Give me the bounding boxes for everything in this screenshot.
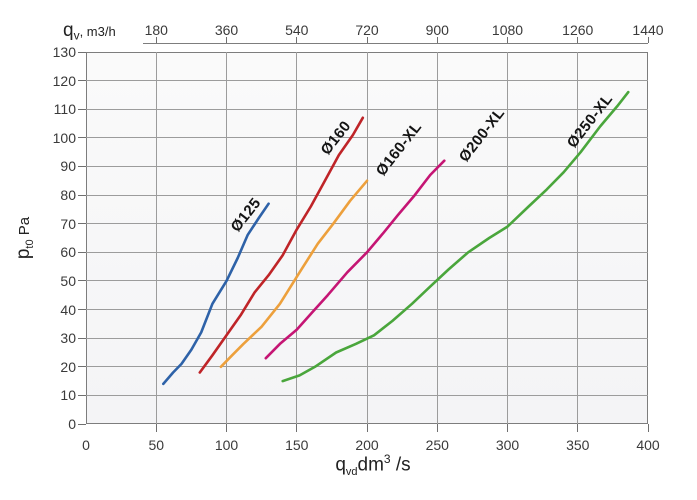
bottom-axis-unit: dm — [357, 454, 384, 476]
top-axis-subscript: v — [73, 28, 80, 43]
x2-axis-tick — [155, 37, 157, 43]
x2-axis-tick — [577, 37, 579, 43]
y-axis-tick — [78, 309, 86, 311]
gridline-horizontal — [86, 165, 648, 167]
y-tick-label: 0 — [68, 416, 76, 432]
gridline-horizontal — [86, 80, 648, 82]
x-tick-label: 150 — [285, 437, 309, 453]
y-axis-tick — [78, 194, 86, 196]
x-axis-tick — [296, 424, 298, 432]
x-axis-tick — [366, 424, 368, 432]
x2-tick-label: 900 — [425, 22, 449, 38]
gridline-horizontal — [86, 366, 648, 368]
gridline-horizontal — [86, 194, 648, 196]
gridline-vertical — [507, 52, 508, 424]
bottom-axis-exponent: 3 — [383, 452, 391, 466]
x2-tick-label: 1440 — [632, 22, 664, 38]
y-axis-tick — [78, 251, 86, 253]
gridline-vertical — [155, 52, 157, 424]
gridline-vertical — [436, 52, 438, 424]
bottom-axis-per-s: /s — [390, 454, 411, 476]
x-axis-tick — [647, 424, 649, 432]
x-axis-tick — [226, 424, 227, 432]
curve-o200-xl — [264, 159, 446, 360]
x2-axis-tick — [507, 37, 508, 43]
left-axis-unit: Pa — [16, 216, 33, 240]
gridline-horizontal — [86, 280, 648, 282]
gridline-horizontal — [86, 137, 648, 139]
x2-tick-label: 540 — [285, 22, 309, 38]
top-axis-unit: , m3/h — [79, 24, 116, 39]
x2-axis-tick — [226, 37, 227, 43]
y-axis-tick — [78, 423, 86, 425]
y-axis-tick — [78, 366, 86, 368]
x-axis-tick — [577, 424, 579, 432]
top-axis-line — [143, 43, 648, 44]
curve-o160-xl — [219, 179, 369, 369]
bottom-axis-label: qvddm3 /s — [288, 452, 458, 478]
y-axis-tick — [78, 280, 86, 282]
y-tick-label: 70 — [60, 215, 76, 232]
y-tick-label: 130 — [52, 44, 76, 60]
gridline-horizontal — [86, 108, 648, 110]
x2-axis-tick — [366, 37, 368, 43]
y-axis-tick — [78, 80, 86, 82]
bottom-axis-symbol: q — [335, 454, 346, 476]
x2-tick-label: 1080 — [491, 22, 524, 38]
gridline-horizontal — [86, 394, 648, 396]
x-tick-label: 200 — [355, 437, 379, 453]
curves-layer — [162, 90, 630, 386]
x-tick-label: 350 — [566, 437, 590, 453]
y-tick-label: 10 — [60, 387, 76, 404]
gridline-vertical — [577, 52, 579, 424]
top-axis-symbol: q — [63, 20, 74, 41]
gridline-horizontal — [86, 309, 648, 311]
y-axis-tick — [78, 165, 86, 167]
x-tick-label: 50 — [148, 437, 165, 453]
y-axis-tick — [78, 51, 86, 53]
x-tick-label: 250 — [425, 437, 449, 453]
x-tick-label: 0 — [82, 437, 90, 453]
x2-axis-tick — [647, 37, 649, 43]
y-tick-label: 30 — [60, 330, 76, 347]
gridline-horizontal — [86, 223, 648, 225]
x2-axis-tick — [296, 37, 298, 43]
x-tick-label: 400 — [636, 437, 660, 453]
y-tick-label: 100 — [52, 129, 76, 146]
y-axis-tick — [78, 108, 86, 110]
x-tick-label: 300 — [495, 437, 520, 453]
curve-o125 — [162, 202, 270, 386]
y-tick-label: 60 — [60, 244, 76, 261]
x2-tick-label: 720 — [355, 22, 379, 38]
gridline-vertical — [226, 52, 227, 424]
x-axis-tick — [507, 424, 508, 432]
y-tick-label: 20 — [60, 358, 76, 375]
curve-o250-xl — [281, 90, 630, 383]
x2-tick-label: 1260 — [562, 22, 594, 38]
x-axis-tick — [436, 424, 438, 432]
x2-axis-tick — [436, 37, 438, 43]
x2-tick-label: 180 — [144, 22, 168, 38]
y-axis-tick — [78, 394, 86, 396]
y-tick-label: 90 — [60, 158, 76, 175]
y-tick-label: 120 — [52, 72, 76, 89]
y-tick-label: 110 — [53, 101, 76, 118]
left-axis-symbol: p — [13, 248, 34, 260]
gridline-vertical — [366, 52, 368, 424]
y-tick-label: 80 — [60, 187, 76, 204]
top-axis-label: qv, m3/h — [63, 20, 116, 43]
x-tick-label: 100 — [214, 437, 239, 453]
x2-tick-label: 360 — [214, 22, 239, 38]
y-tick-label: 40 — [60, 301, 76, 318]
curve-o160 — [198, 116, 365, 374]
gridline-vertical — [296, 52, 298, 424]
y-axis-tick — [78, 337, 86, 339]
y-axis-tick — [78, 223, 86, 225]
y-tick-label: 50 — [60, 272, 76, 289]
bottom-axis-subscript: vd — [345, 466, 358, 479]
y-axis-tick — [78, 137, 86, 139]
x-axis-tick — [155, 424, 157, 432]
